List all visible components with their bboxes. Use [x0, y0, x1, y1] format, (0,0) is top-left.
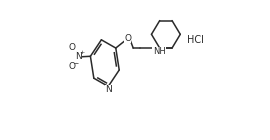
Text: NH: NH	[153, 47, 166, 56]
Text: N: N	[106, 85, 112, 94]
Text: O: O	[124, 34, 131, 43]
Text: +: +	[80, 50, 85, 55]
Text: HCl: HCl	[187, 35, 204, 45]
Text: N: N	[75, 52, 82, 61]
Text: O: O	[69, 43, 76, 52]
Text: O: O	[69, 62, 76, 71]
Text: −: −	[73, 61, 79, 66]
